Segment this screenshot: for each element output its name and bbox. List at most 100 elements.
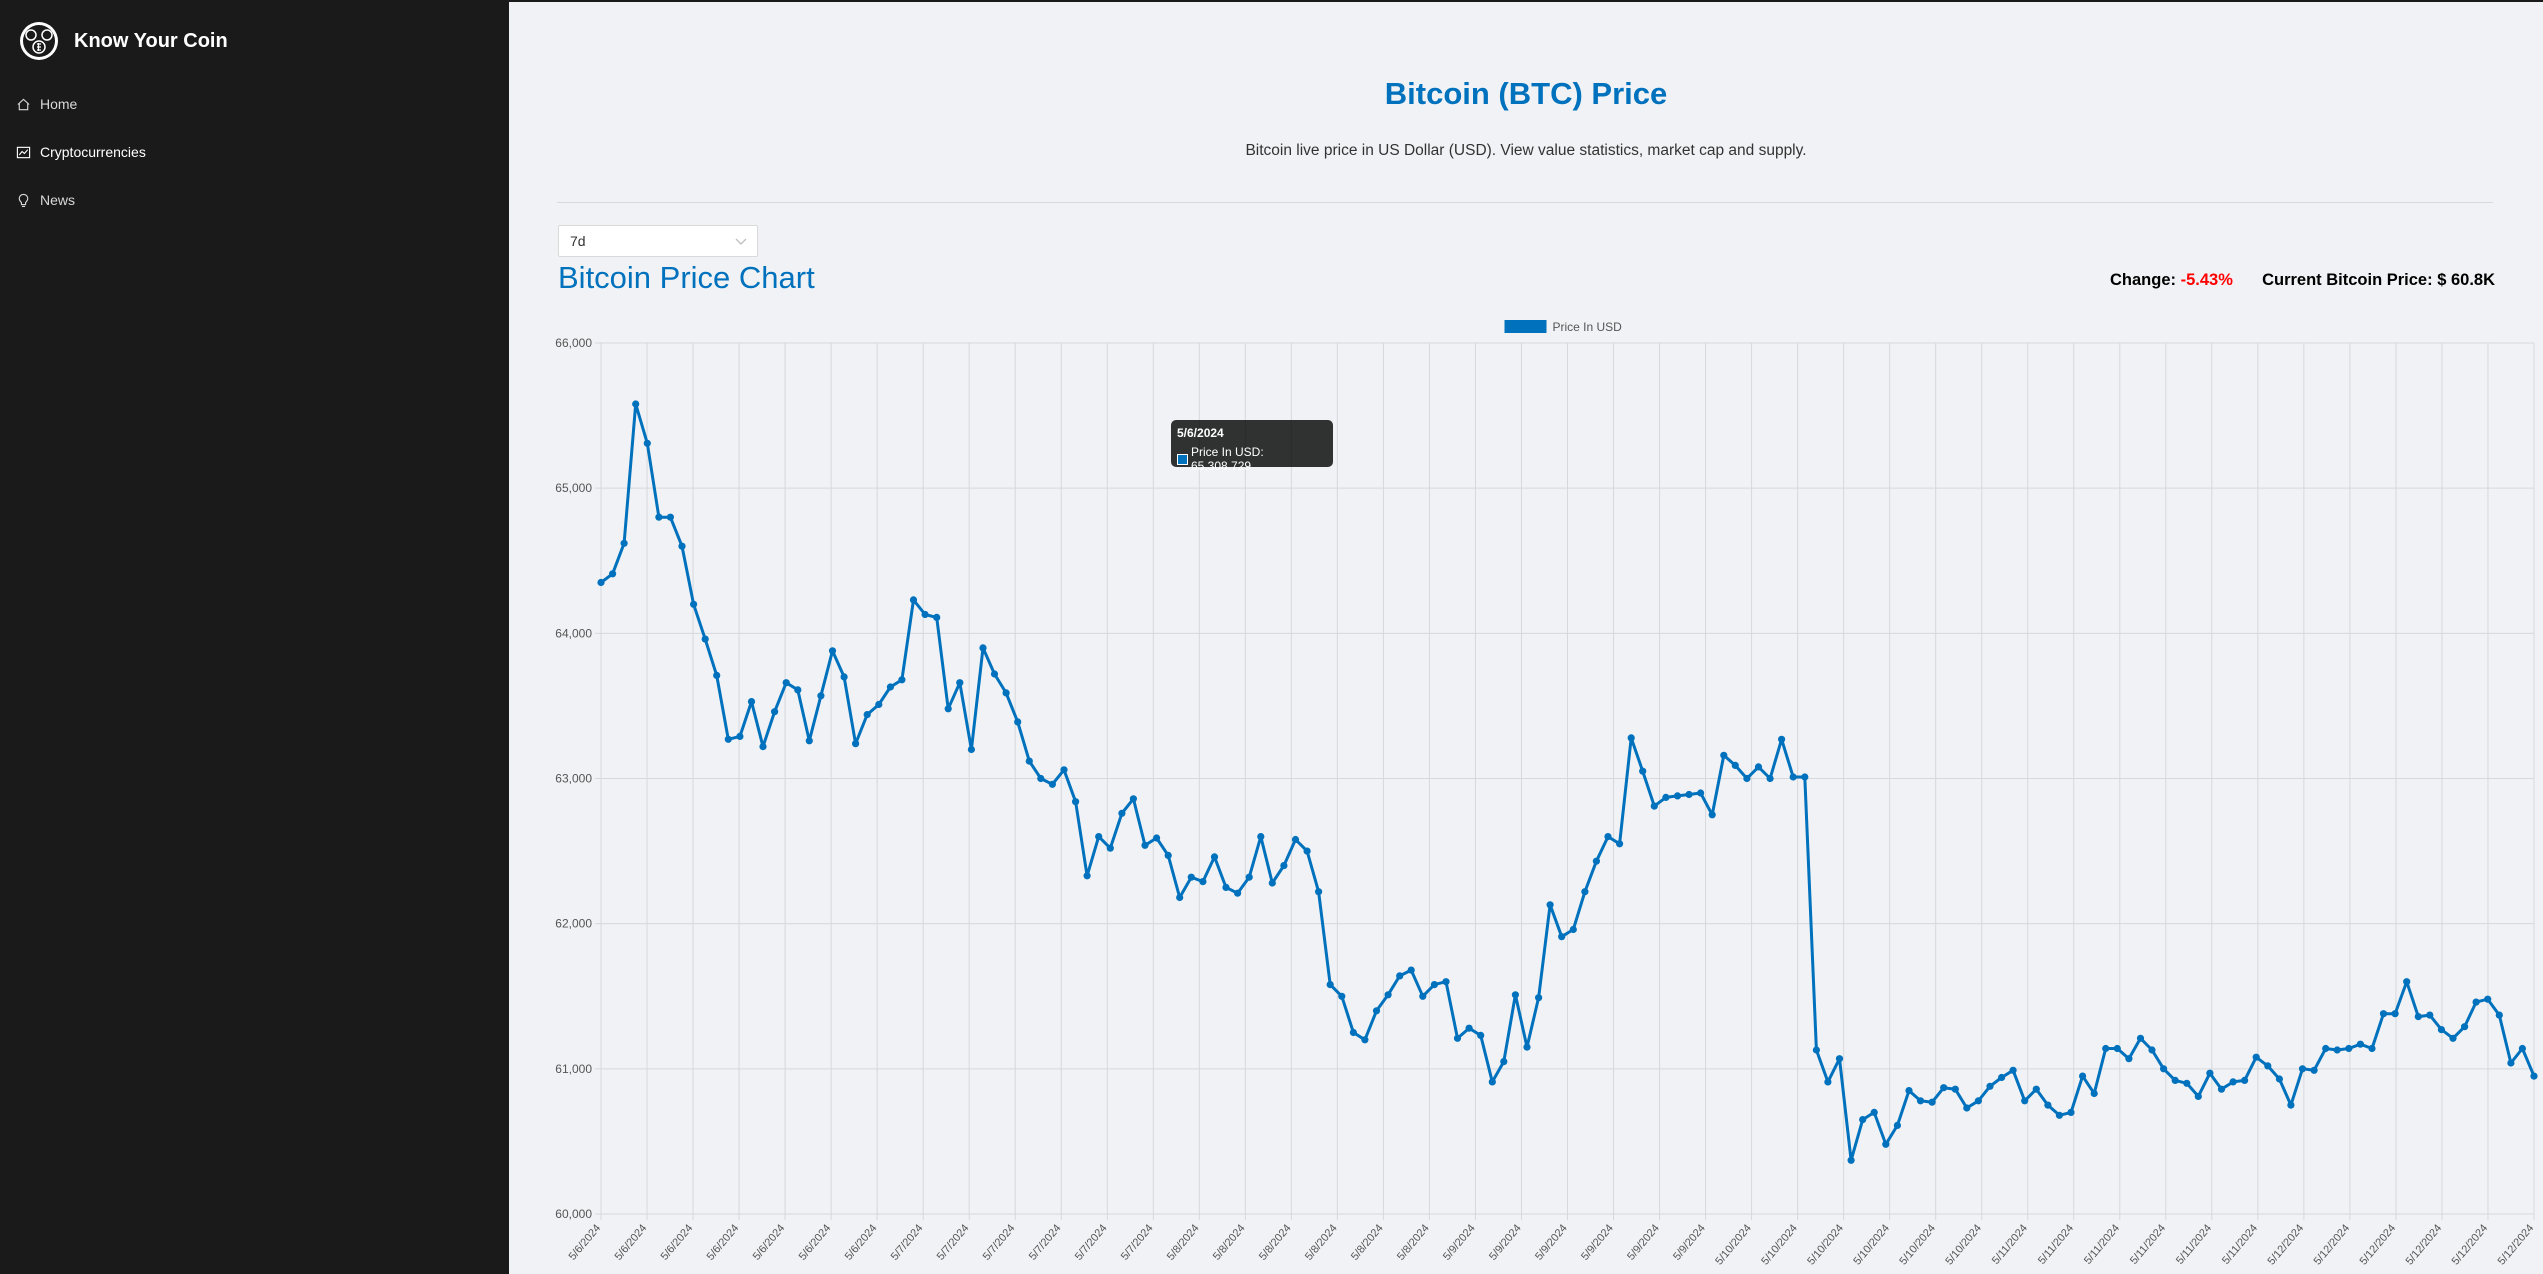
data-point: [1430, 981, 1438, 989]
sidebar: Know Your Coin Home Cryptocurrencies New…: [0, 0, 509, 1274]
home-icon: [17, 98, 30, 110]
data-point: [2322, 1044, 2330, 1053]
data-point: [1095, 833, 1103, 841]
data-point: [956, 679, 964, 687]
sidebar-item-cryptocurrencies[interactable]: Cryptocurrencies: [0, 128, 509, 176]
data-point: [2368, 1044, 2376, 1053]
data-point: [1778, 735, 1786, 743]
data-point: [979, 644, 987, 652]
app-title[interactable]: Know Your Coin: [74, 29, 228, 52]
data-point: [2379, 1010, 2388, 1018]
data-point: [1083, 872, 1091, 880]
data-point: [875, 700, 883, 709]
x-tick-label: 5/12/2024: [2450, 1222, 2491, 1267]
data-point: [1326, 981, 1334, 989]
data-point: [2171, 1076, 2179, 1084]
current-price-label: Current Bitcoin Price:: [2262, 271, 2433, 289]
x-tick-label: 5/10/2024: [1713, 1222, 1754, 1267]
data-point: [2044, 1101, 2052, 1109]
data-point: [2461, 1023, 2469, 1031]
x-tick-label: 5/6/2024: [705, 1222, 742, 1263]
data-point: [1176, 893, 1184, 902]
page-title: Bitcoin (BTC) Price: [1384, 76, 1668, 111]
data-point: [759, 743, 767, 751]
data-point: [2287, 1101, 2295, 1109]
data-point: [1951, 1085, 1959, 1093]
data-point: [1014, 718, 1022, 726]
data-point: [2102, 1044, 2110, 1053]
data-point: [1407, 966, 1415, 974]
x-tick-label: 5/12/2024: [2312, 1222, 2353, 1267]
data-point: [1419, 992, 1427, 1000]
data-point: [1847, 1156, 1855, 1164]
x-tick-label: 5/6/2024: [613, 1222, 650, 1263]
data-point: [2275, 1075, 2283, 1083]
data-point: [1940, 1084, 1948, 1092]
data-point: [1627, 734, 1635, 742]
data-point: [1037, 774, 1045, 783]
price-line-chart[interactable]: 60,000 61,000 62,000 63,000 64,000 65,000 66,0…: [509, 2, 2543, 1274]
data-point: [2136, 1034, 2145, 1042]
divider: [557, 202, 2493, 203]
x-tick-label: 5/10/2024: [1851, 1222, 1892, 1267]
data-point: [1592, 857, 1600, 865]
data-point: [1708, 811, 1716, 819]
data-point: [771, 708, 779, 716]
y-tick-label: 63,000: [555, 772, 592, 786]
coin-logo-icon[interactable]: [18, 20, 60, 62]
data-point: [1905, 1087, 1913, 1095]
data-point: [1234, 889, 1242, 897]
data-point: [2113, 1044, 2121, 1053]
sidebar-item-home[interactable]: Home: [0, 80, 509, 128]
data-point: [1998, 1073, 2006, 1082]
legend-swatch: [1504, 320, 1547, 333]
fund-icon: [16, 146, 31, 158]
x-tick-label: 5/6/2024: [797, 1222, 834, 1263]
data-point: [1546, 901, 1554, 909]
x-tick-label: 5/11/2024: [1990, 1222, 2030, 1267]
main-content: Bitcoin (BTC) Price Bitcoin live price i…: [509, 0, 2543, 1274]
data-point: [1963, 1104, 1971, 1112]
x-tick-label: 5/7/2024: [1027, 1222, 1064, 1263]
data-point: [817, 692, 825, 700]
time-period-select[interactable]: 7d: [558, 225, 758, 257]
data-point: [1338, 992, 1346, 1000]
sidebar-item-label: Cryptocurrencies: [40, 144, 146, 160]
data-point: [2067, 1108, 2075, 1116]
sidebar-item-news[interactable]: News: [0, 176, 509, 224]
sidebar-item-label: Home: [40, 96, 78, 112]
x-tick-label: 5/8/2024: [1165, 1222, 1202, 1263]
x-tick-label: 5/6/2024: [659, 1222, 696, 1263]
data-point: [2518, 1044, 2526, 1053]
data-point: [1743, 774, 1751, 783]
data-point: [2032, 1085, 2040, 1093]
data-point: [1245, 873, 1253, 881]
data-point: [678, 542, 686, 550]
data-point: [1720, 751, 1728, 759]
data-point: [1442, 978, 1450, 986]
data-point: [724, 735, 732, 743]
data-point: [840, 673, 848, 681]
tooltip-title: 5/6/2024: [1177, 426, 1224, 440]
data-point: [967, 745, 975, 754]
x-tick-label: 5/9/2024: [1487, 1222, 1524, 1263]
data-point: [828, 647, 837, 655]
data-point: [736, 732, 744, 741]
app-header: Know Your Coin: [18, 20, 228, 62]
data-point: [2229, 1078, 2237, 1086]
x-tick-label: 5/10/2024: [1759, 1222, 1800, 1267]
data-point: [1291, 835, 1300, 844]
data-point: [643, 439, 651, 447]
data-point: [2252, 1053, 2260, 1061]
data-point: [921, 610, 929, 619]
data-point: [1361, 1036, 1369, 1044]
data-point: [990, 670, 999, 678]
data-point: [1396, 972, 1404, 980]
x-tick-label: 5/6/2024: [751, 1222, 788, 1263]
data-point: [2206, 1069, 2214, 1077]
data-point: [1199, 878, 1207, 886]
data-point: [666, 513, 674, 521]
data-point: [933, 613, 941, 622]
data-point: [909, 596, 918, 604]
data-point: [2507, 1059, 2515, 1067]
